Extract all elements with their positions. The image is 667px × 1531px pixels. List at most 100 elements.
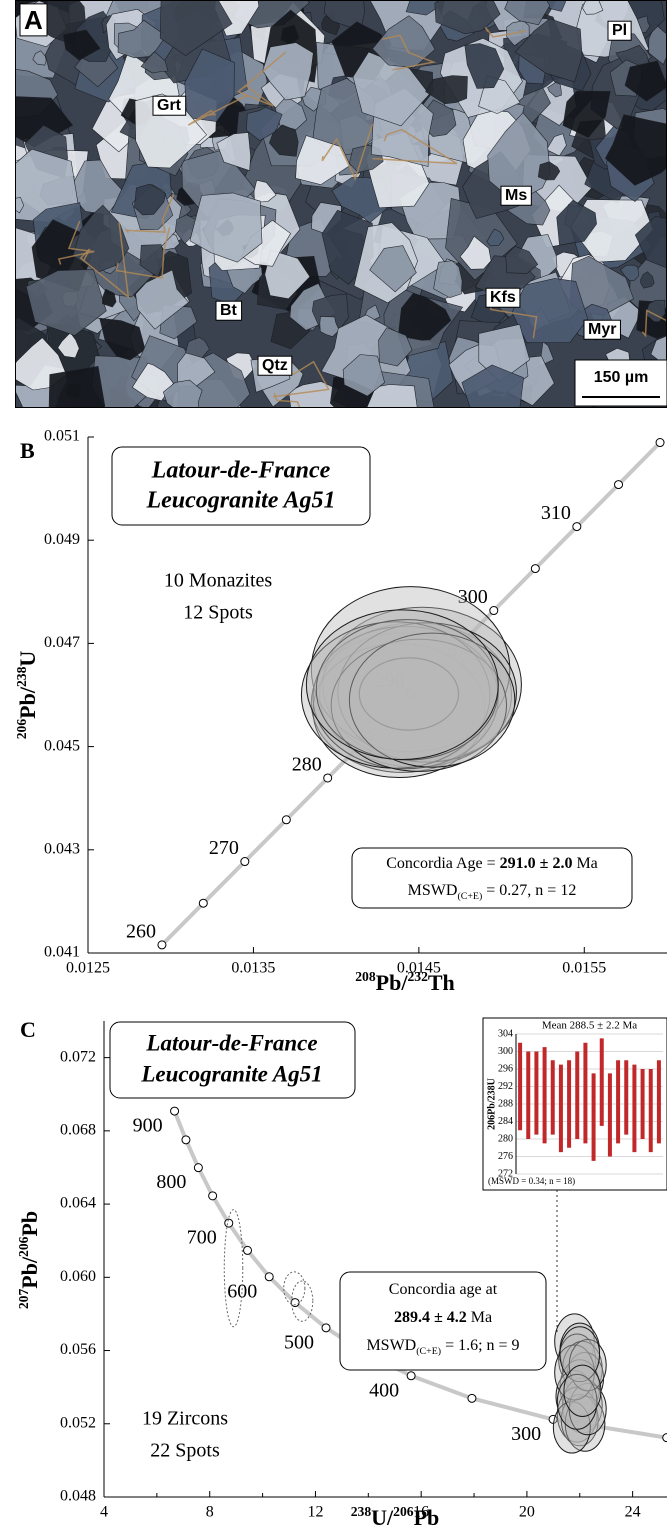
grain <box>619 264 640 282</box>
vein <box>187 95 247 126</box>
panel-label: A <box>19 3 48 37</box>
age-label: 300 <box>511 1423 541 1445</box>
grain <box>135 269 190 330</box>
grain <box>582 0 604 15</box>
text-part: (C+E) <box>457 891 482 902</box>
result-text: MSWD(C+E) = 0.27, n = 12 <box>408 882 577 902</box>
age-marker <box>240 857 250 867</box>
y-tick-label: 280 <box>498 1133 513 1144</box>
y-tick-label: 300 <box>498 1046 513 1057</box>
result-text: Concordia Age = 291.0 ± 2.0 Ma <box>386 855 598 872</box>
age-label: 800 <box>156 1171 186 1193</box>
label-text: A <box>24 5 43 35</box>
range-bar <box>624 1060 629 1135</box>
text-part: Pb/ <box>15 686 40 719</box>
range-bar <box>583 1042 588 1144</box>
grain <box>505 245 539 274</box>
grain <box>378 327 413 367</box>
y-tick-label: 0.052 <box>60 1414 96 1431</box>
age-marker <box>662 1433 667 1443</box>
text-part: Pb <box>17 1211 42 1237</box>
range-bar <box>518 1042 523 1131</box>
age-marker <box>489 606 499 616</box>
error-ellipse <box>223 1209 244 1328</box>
range-bar <box>542 1047 547 1144</box>
grain <box>32 50 47 66</box>
text-part: 206 <box>14 719 29 740</box>
mineral-label: Qtz <box>257 355 293 376</box>
text-part: (C+E) <box>416 1346 441 1357</box>
age-marker <box>321 1323 331 1333</box>
grain <box>369 245 417 293</box>
grain <box>366 384 418 408</box>
y-tick-label: 0.043 <box>44 840 80 857</box>
concordia-curve <box>172 1110 667 1440</box>
error-ellipse <box>312 642 486 779</box>
grain <box>605 114 667 186</box>
age-label: 260 <box>126 920 156 942</box>
text-part: U/ <box>371 1505 394 1530</box>
y-tick-label: 0.048 <box>60 1488 96 1505</box>
vein <box>115 227 171 279</box>
title-bg <box>539 1019 640 1032</box>
error-ellipse <box>560 1393 599 1447</box>
y-tick-label: 0.068 <box>60 1122 96 1139</box>
grain <box>464 43 505 89</box>
grain <box>546 133 567 157</box>
age-marker <box>170 1106 180 1116</box>
scale-text: 150 µm <box>594 369 649 386</box>
grain <box>140 51 169 74</box>
label-text: Grt <box>157 97 182 114</box>
text-part: 208 <box>355 969 376 984</box>
text-part: 291.0 ± 2.0 <box>500 855 573 872</box>
text-part: 232 <box>407 969 428 984</box>
grain <box>562 90 611 138</box>
label-box <box>583 319 621 340</box>
result-text: MSWD(C+E) = 1.6; n = 9 <box>366 1337 519 1357</box>
chart-title: Latour-de-France <box>145 1030 317 1055</box>
mineral-label: Grt <box>152 95 187 116</box>
error-ellipse <box>330 638 508 772</box>
age-marker <box>208 1191 218 1201</box>
age-marker <box>655 438 665 448</box>
age-marker <box>406 689 416 699</box>
vein <box>124 194 175 234</box>
y-tick-label: 276 <box>498 1151 513 1162</box>
label-text: Kfs <box>490 289 516 306</box>
note: 10 Monazites <box>164 570 273 592</box>
grain <box>216 132 252 172</box>
age-marker <box>193 1163 203 1173</box>
title-box <box>109 1021 356 1099</box>
range-bar <box>607 1073 612 1157</box>
error-ellipse <box>568 1339 607 1392</box>
range-bar <box>591 1073 596 1161</box>
mineral-label: Ms <box>500 185 532 206</box>
age-marker <box>264 1272 274 1282</box>
grain <box>99 317 146 361</box>
y-tick-label: 284 <box>498 1116 513 1127</box>
label-text: Myr <box>588 321 616 338</box>
text-part: Th <box>428 970 455 995</box>
text-part: Pb/ <box>17 1256 42 1289</box>
grain <box>352 51 430 127</box>
error-ellipse <box>358 657 460 731</box>
error-ellipse <box>305 609 499 760</box>
age-marker <box>198 898 208 908</box>
age-marker <box>243 1245 253 1255</box>
y-tick-label: 0.045 <box>44 737 80 754</box>
range-bar <box>648 1069 653 1153</box>
range-bar <box>640 1069 645 1139</box>
grain <box>15 197 25 214</box>
y-tick-label: 0.041 <box>44 944 80 961</box>
note: 12 Spots <box>183 602 253 624</box>
grain <box>189 192 263 263</box>
y-tick-label: 0.072 <box>60 1048 96 1065</box>
grain <box>645 299 666 323</box>
vein <box>382 34 437 71</box>
x-axis-label: 238U/206Pb <box>351 1504 440 1530</box>
grain <box>274 96 308 130</box>
age-marker <box>281 815 291 825</box>
x-tick-label: 24 <box>625 1504 641 1521</box>
text-part: Pb <box>414 1505 440 1530</box>
grain <box>425 75 468 105</box>
